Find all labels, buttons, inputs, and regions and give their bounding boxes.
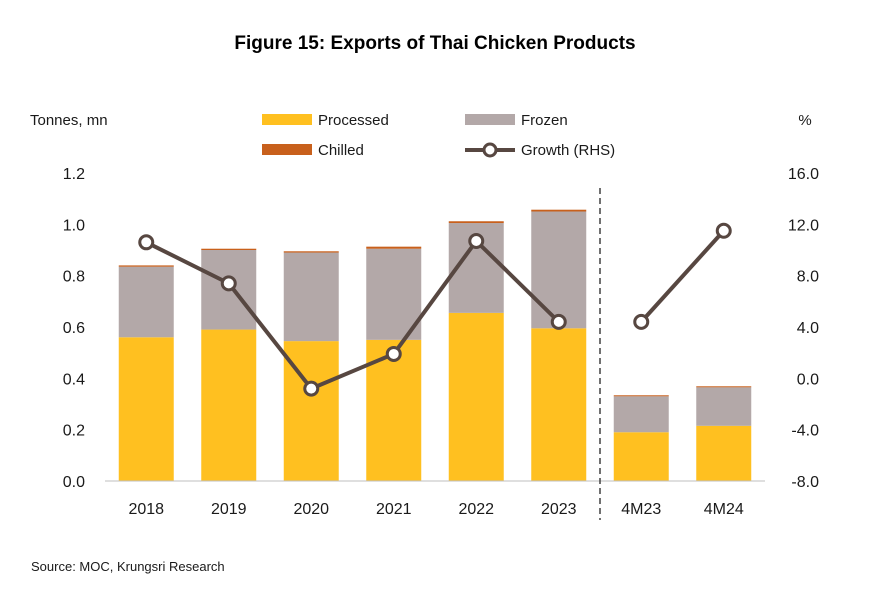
left-tick-label: 0.2 [63, 423, 85, 440]
category-label-2022: 2022 [458, 501, 494, 518]
category-label-2018: 2018 [128, 501, 164, 518]
legend-label-processed: Processed [318, 112, 389, 129]
category-label-2021: 2021 [376, 501, 412, 518]
bar-frozen-2020 [283, 252, 339, 342]
bar-chilled-2021 [366, 246, 422, 249]
left-tick-label: 0.6 [63, 320, 85, 337]
bar-processed-2023 [531, 328, 587, 481]
legend-label-growth: Growth (RHS) [521, 142, 615, 159]
left-tick-label: 1.0 [63, 217, 85, 234]
growth-point-4m24 [715, 222, 732, 239]
plot-area: 0.0 0.2 0.4 0.6 0.8 1.0 1.2 -8.0 -4.0 0.0 4.0 8.0 12… [63, 166, 819, 520]
growth-line-ytd [639, 229, 726, 324]
right-tick-label: 8.0 [797, 269, 819, 286]
bar-processed-2022 [448, 312, 504, 481]
right-tick-label: 16.0 [788, 166, 819, 183]
bar-chilled-2019 [201, 248, 257, 250]
legend-label-chilled: Chilled [318, 142, 364, 159]
growth-point-2021 [385, 345, 402, 362]
growth-point-2018 [138, 234, 155, 251]
bar-processed-4m23 [613, 432, 669, 481]
growth-point-2023 [550, 313, 567, 330]
bar-chilled-4m23 [613, 395, 669, 397]
bar-frozen-4m24 [696, 387, 752, 426]
bar-chilled-2018 [118, 265, 174, 267]
growth-point-2020 [303, 380, 320, 397]
bar-processed-2019 [201, 329, 257, 481]
category-label-2020: 2020 [293, 501, 329, 518]
legend-label-frozen: Frozen [521, 112, 568, 129]
growth-point-2022 [468, 233, 485, 250]
bar-chilled-2020 [283, 251, 339, 253]
legend-swatch-processed [262, 114, 312, 125]
source-note: Source: MOC, Krungsri Research [31, 559, 225, 574]
chart-title: Figure 15: Exports of Thai Chicken Produ… [234, 33, 635, 54]
left-tick-label: 0.8 [63, 269, 85, 286]
legend-swatch-growth-marker [482, 142, 498, 158]
right-axis-unit: % [798, 112, 811, 129]
bar-chilled-2022 [448, 221, 504, 224]
right-tick-label: -4.0 [791, 423, 819, 440]
category-label-4m23: 4M23 [621, 501, 661, 518]
growth-point-2019 [220, 275, 237, 292]
right-tick-label: 12.0 [788, 217, 819, 234]
bar-frozen-2018 [118, 266, 174, 338]
bar-frozen-4m23 [613, 396, 669, 433]
bar-processed-2018 [118, 337, 174, 481]
bar-chilled-2023 [531, 209, 587, 212]
legend-swatch-chilled [262, 144, 312, 155]
left-tick-label: 0.0 [63, 474, 85, 491]
growth-point-4m23 [633, 313, 650, 330]
left-axis-unit: Tonnes, mn [30, 112, 108, 129]
bar-processed-4m24 [696, 425, 752, 481]
bar-frozen-2021 [366, 248, 422, 340]
legend: Processed Frozen Chilled Growth (RHS) [262, 112, 615, 159]
bar-frozen-2023 [531, 211, 587, 329]
right-tick-label: 4.0 [797, 320, 819, 337]
right-tick-label: -8.0 [791, 474, 819, 491]
left-tick-label: 1.2 [63, 166, 85, 183]
category-label-2019: 2019 [211, 501, 247, 518]
growth-line-annual [145, 239, 561, 391]
bar-chilled-4m24 [696, 386, 752, 388]
right-tick-label: 0.0 [797, 371, 819, 388]
category-label-4m24: 4M24 [704, 501, 744, 518]
left-tick-label: 0.4 [63, 371, 85, 388]
category-label-2023: 2023 [541, 501, 577, 518]
legend-swatch-frozen [465, 114, 515, 125]
